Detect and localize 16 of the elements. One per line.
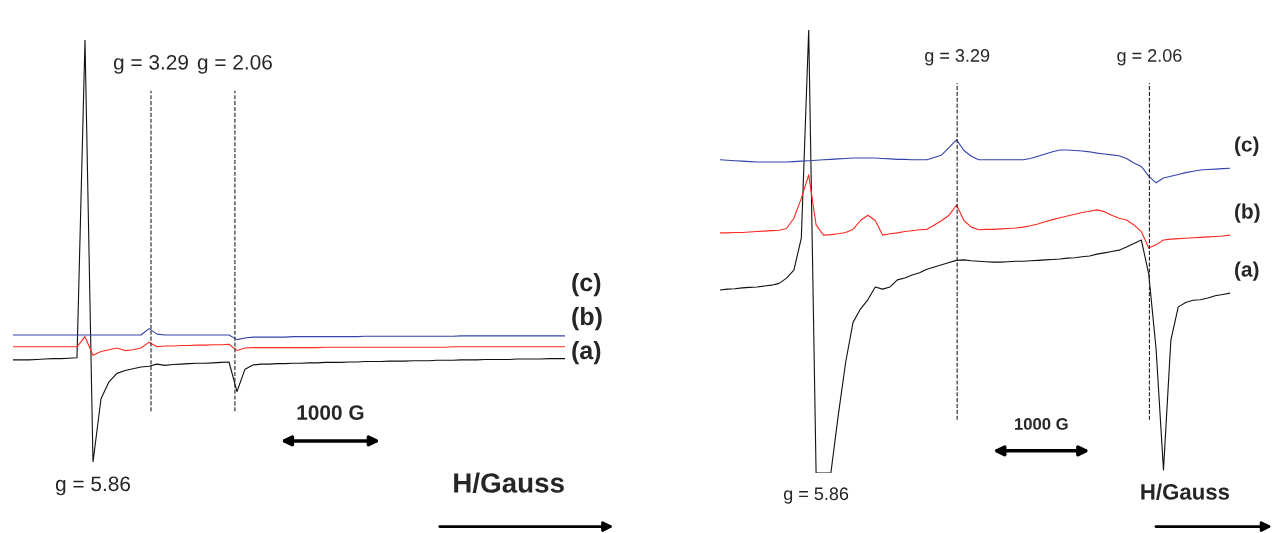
annotation: g = 2.06 (1117, 49, 1182, 66)
annotation: g = 5.86 (783, 487, 849, 504)
annotation: g = 5.86 (55, 476, 131, 496)
annotation: 1000 G (297, 405, 364, 420)
series-label: (c) (1235, 136, 1259, 156)
series-label: (b) (1235, 203, 1260, 223)
series-label: (a) (1235, 261, 1259, 281)
annotation: g = 2.06 (197, 54, 272, 74)
series-label: (c) (572, 272, 601, 297)
annotation: g = 3.29 (925, 49, 990, 66)
annotation: g = 3.29 (113, 54, 188, 74)
series-label: (b) (572, 306, 602, 331)
x-axis-title: H/Gauss (454, 472, 564, 494)
series-label: (a) (572, 340, 601, 365)
x-axis-title: H/Gauss (1141, 483, 1230, 500)
annotation: 1000 G (1015, 418, 1068, 430)
